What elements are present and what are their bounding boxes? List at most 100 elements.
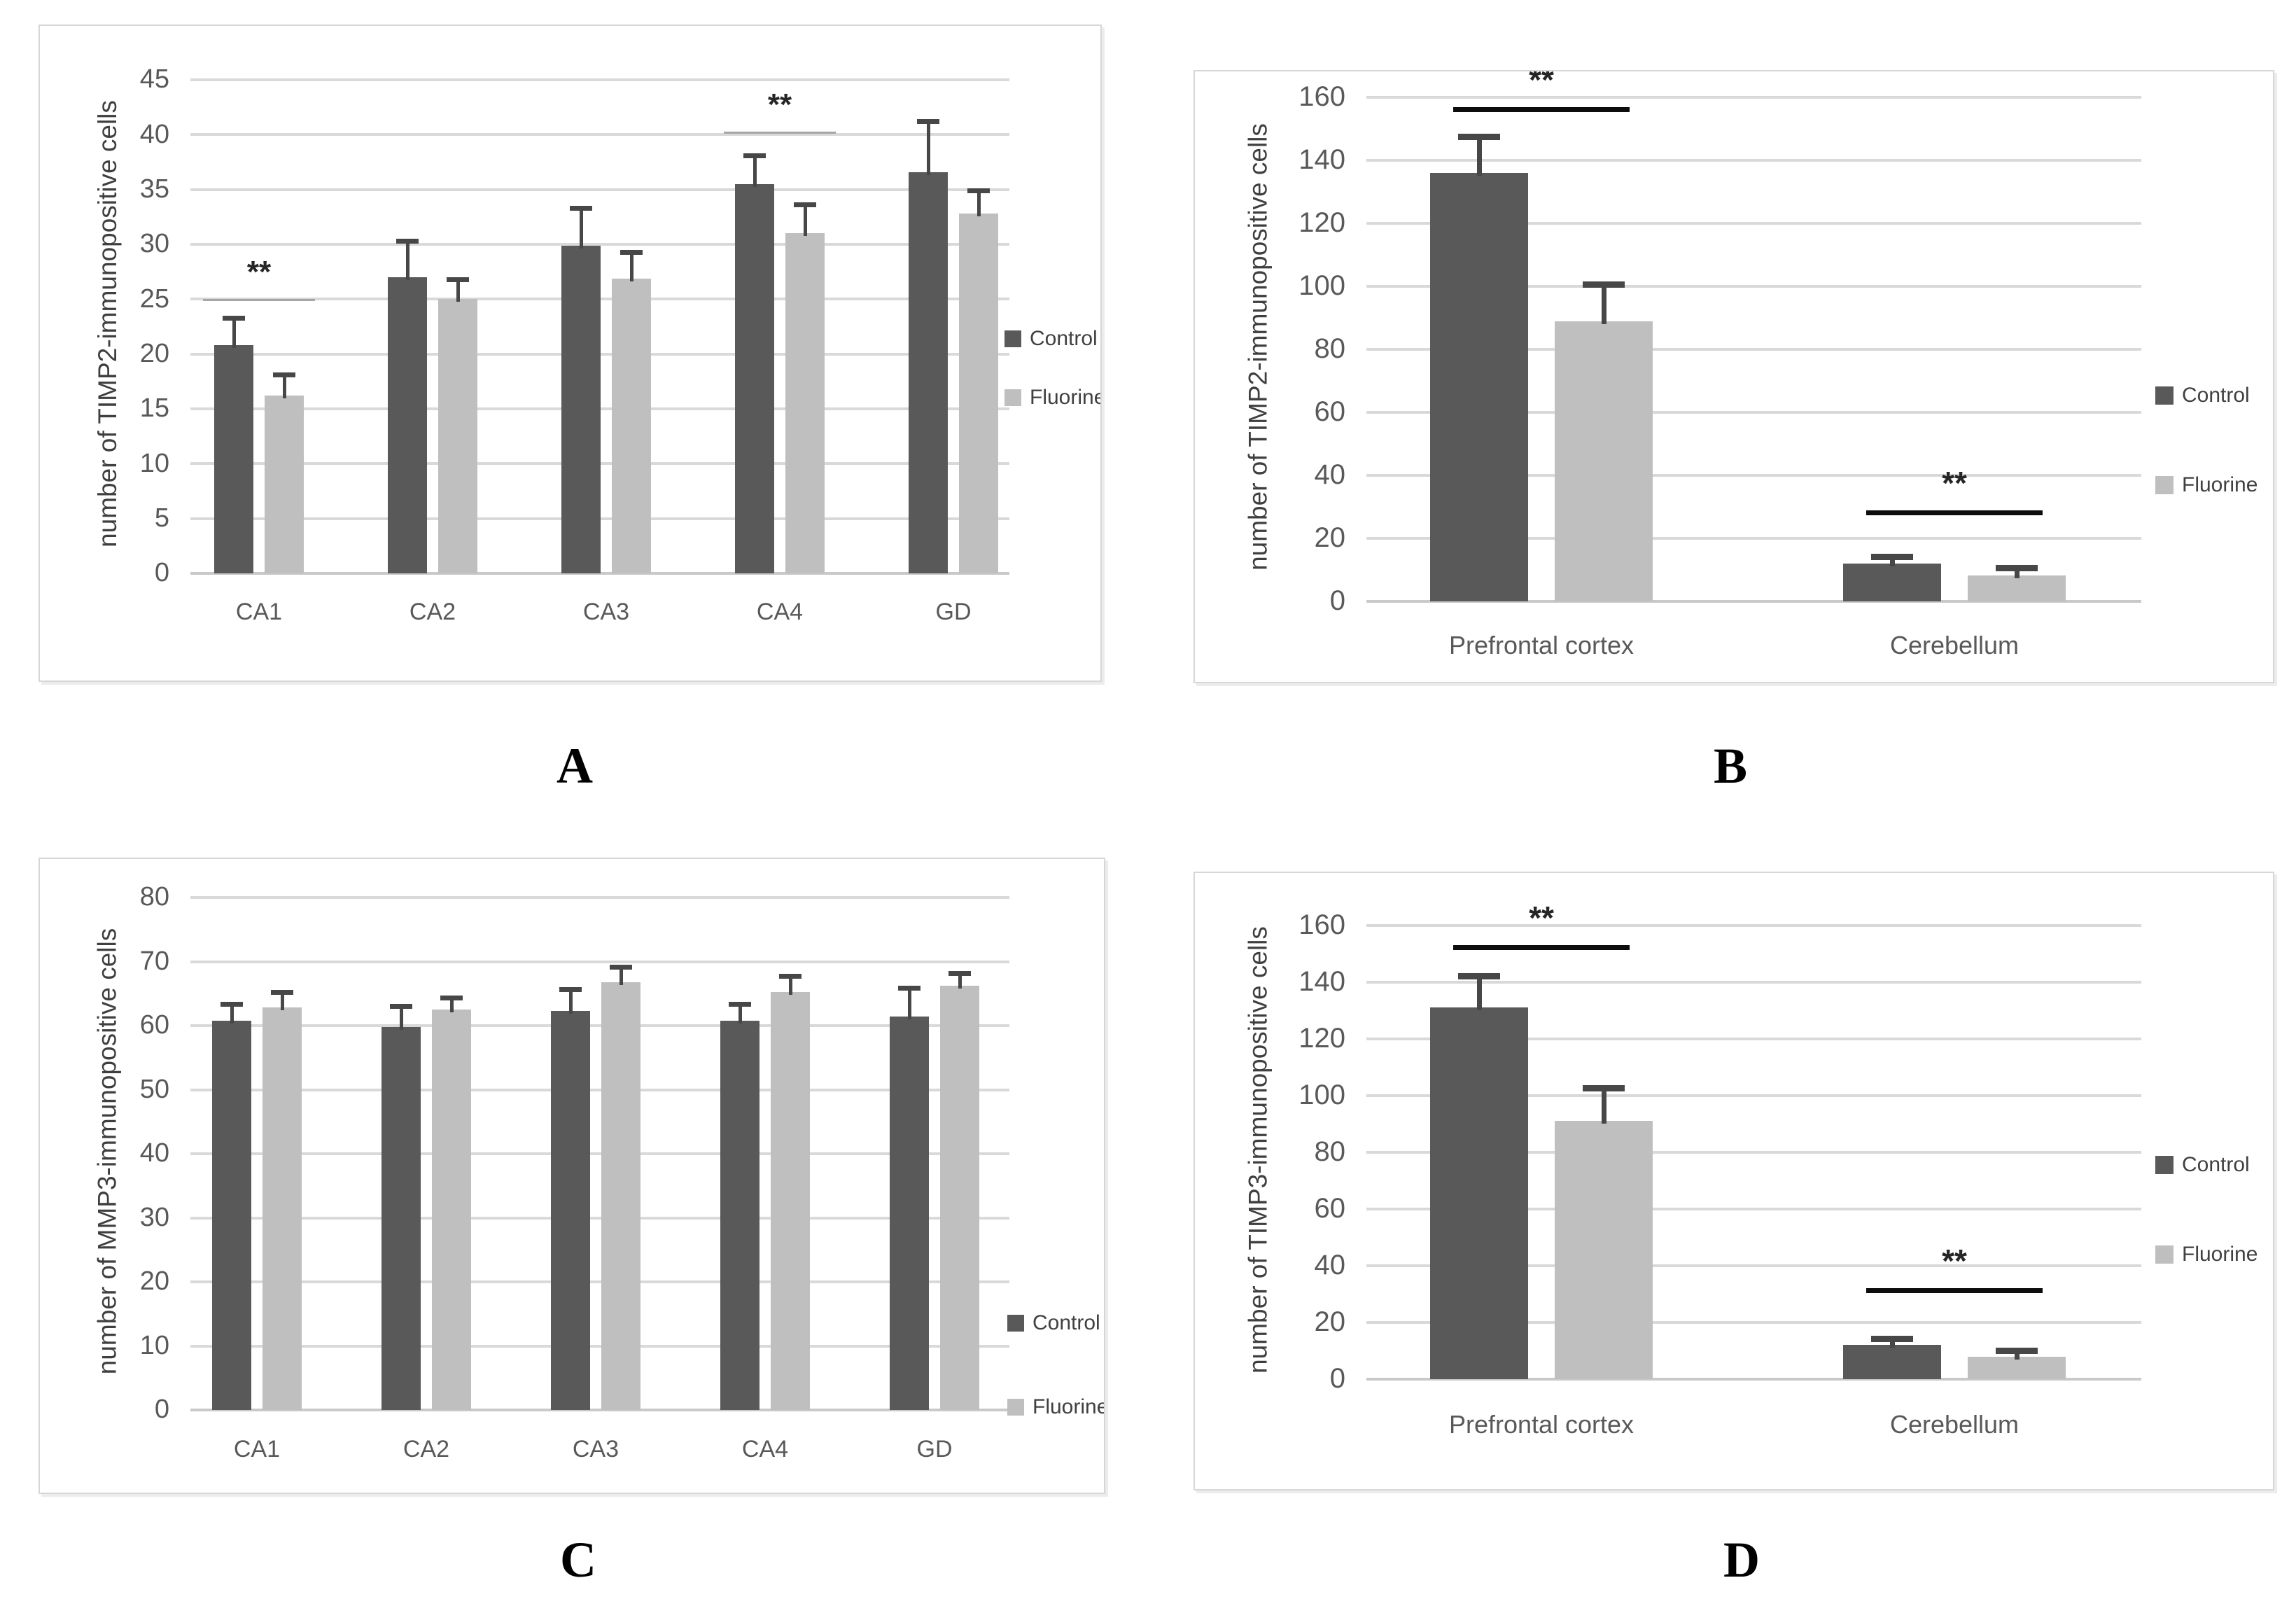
error-bar-stem-fluorine-prefrontal-cortex: [1601, 1089, 1606, 1124]
x-tick-ca1: CA1: [233, 1436, 281, 1462]
error-bar-cap-fluorine-prefrontal-cortex: [1583, 1084, 1625, 1091]
gridline-140: [1366, 981, 2141, 984]
bar-fluorine-gd: [940, 986, 979, 1410]
gridline-45: [190, 78, 1009, 81]
gridline-20: [1366, 537, 2141, 540]
error-bar-stem-control-ca1: [230, 1005, 234, 1024]
bar-fluorine-ca1: [262, 1007, 302, 1410]
y-tick-20: 20: [1314, 522, 1346, 554]
y-tick-10: 10: [139, 1330, 169, 1360]
bar-fluorine-prefrontal-cortex: [1555, 1121, 1653, 1379]
y-tick-100: 100: [1298, 270, 1345, 302]
gridline-0: [1366, 600, 2141, 603]
y-tick-80: 80: [139, 882, 169, 912]
x-tick-gd: GD: [916, 1436, 953, 1462]
bar-fluorine-ca2: [438, 299, 477, 573]
legend-swatch-fluorine-icon: [2155, 476, 2174, 494]
gridline-80: [1366, 1151, 2141, 1154]
bar-fluorine-gd: [959, 214, 998, 573]
x-tick-ca4: CA4: [756, 599, 804, 625]
bar-fluorine-cerebellum: [1968, 575, 2066, 601]
x-tick-ca2: CA2: [409, 599, 456, 625]
legend-label-control: Control: [2182, 384, 2250, 407]
legend-swatch-fluorine-icon: [1004, 389, 1021, 406]
bar-fluorine-ca1: [265, 396, 304, 573]
bar-control-ca4: [720, 1020, 760, 1410]
gridline-100: [1366, 1094, 2141, 1097]
panel-letter-d: D: [1723, 1532, 1760, 1588]
y-tick-45: 45: [139, 64, 169, 95]
legend-label-fluorine: Fluorine: [1032, 1395, 1105, 1418]
legend-label-fluorine: Fluorine: [2182, 473, 2258, 496]
error-bar-stem-control-ca2: [399, 1007, 403, 1030]
gridline-70: [190, 960, 1009, 963]
y-axis-label: number of TIMP2-immunopositive cells: [92, 100, 122, 548]
error-bar-cap-fluorine-cerebellum: [1996, 565, 2038, 571]
x-tick-ca3: CA3: [572, 1436, 620, 1462]
x-tick-ca1: CA1: [235, 599, 283, 625]
panel-letter-a: A: [556, 738, 593, 794]
bar-control-cerebellum: [1843, 1345, 1941, 1379]
legend-swatch-control-icon: [1004, 330, 1021, 347]
error-bar-stem-control-ca3: [568, 990, 573, 1014]
error-bar-cap-control-prefrontal-cortex: [1458, 972, 1500, 979]
significance-line-cerebellum: [1866, 510, 2043, 515]
gridline-140: [1366, 159, 2141, 162]
y-tick-0: 0: [154, 558, 169, 588]
error-bar-stem-fluorine-gd: [976, 191, 981, 217]
gridline-40: [1366, 1264, 2141, 1267]
y-axis-label: number of TIMP3-immunopositive cells: [1243, 926, 1273, 1374]
panel-d-chart: 0 20 40 60 80 100 120 140 160 number of TIMP3-imm…: [1194, 872, 2274, 1490]
error-bar-stem-fluorine-ca1: [282, 376, 286, 399]
bar-control-ca4: [735, 183, 774, 573]
bar-control-gd: [909, 172, 948, 573]
gridline-80: [1366, 348, 2141, 351]
x-tick-gd: GD: [935, 599, 972, 625]
error-bar-stem-fluorine-prefrontal-cortex: [1601, 286, 1606, 324]
y-tick-160: 160: [1298, 909, 1345, 941]
significance-stars-cerebellum: **: [1942, 464, 1967, 501]
error-bar-cap-control-prefrontal-cortex: [1458, 133, 1500, 140]
legend-item-control: Control: [1007, 1313, 1100, 1334]
error-bar-cap-control-cerebellum: [1871, 554, 1913, 561]
y-tick-0: 0: [1329, 1363, 1345, 1395]
y-tick-70: 70: [139, 946, 169, 976]
y-tick-140: 140: [1298, 966, 1345, 998]
gridline-30: [190, 1216, 1009, 1220]
y-tick-140: 140: [1298, 144, 1345, 176]
legend-label-control: Control: [1032, 1311, 1100, 1334]
y-tick-40: 40: [139, 1138, 169, 1168]
error-bar-cap-fluorine-ca2: [447, 277, 469, 282]
error-bar-stem-fluorine-ca4: [803, 206, 807, 237]
y-tick-20: 20: [139, 1266, 169, 1297]
y-tick-80: 80: [1314, 1136, 1346, 1168]
gridline-40: [190, 1152, 1009, 1155]
bar-fluorine-ca3: [612, 278, 651, 573]
x-tick-ca2: CA2: [402, 1436, 450, 1462]
y-tick-15: 15: [139, 393, 169, 424]
y-tick-20: 20: [1314, 1306, 1346, 1338]
legend-item-fluorine: Fluorine: [2155, 1244, 2258, 1265]
significance-line-ca1: [203, 299, 315, 302]
legend-label-control: Control: [2182, 1153, 2250, 1176]
gridline-80: [190, 896, 1009, 899]
error-bar-cap-fluorine-ca1: [273, 372, 295, 377]
error-bar-stem-control-cerebellum: [1889, 559, 1895, 566]
error-bar-stem-fluorine-cerebellum: [2014, 570, 2019, 579]
gridline-60: [1366, 1208, 2141, 1210]
error-bar-stem-control-cerebellum: [1889, 1341, 1895, 1348]
gridline-20: [190, 1280, 1009, 1283]
error-bar-cap-control-ca1: [220, 1001, 243, 1007]
error-bar-cap-fluorine-ca4: [794, 202, 816, 208]
y-tick-120: 120: [1298, 1023, 1345, 1054]
bar-fluorine-prefrontal-cortex: [1555, 321, 1653, 601]
y-tick-100: 100: [1298, 1080, 1345, 1111]
gridline-35: [190, 188, 1009, 191]
error-bar-cap-fluorine-ca1: [271, 990, 293, 996]
x-tick-ca3: CA3: [582, 599, 630, 625]
y-axis-label: number of TIMP2-immunopositive cells: [1243, 123, 1273, 571]
error-bar-cap-fluorine-ca4: [779, 974, 802, 979]
bar-fluorine-cerebellum: [1968, 1356, 2066, 1379]
error-bar-stem-control-prefrontal-cortex: [1476, 138, 1482, 176]
